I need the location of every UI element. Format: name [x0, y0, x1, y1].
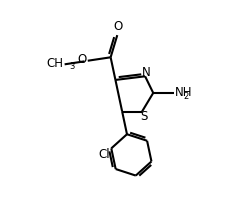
Text: NH: NH	[175, 86, 192, 99]
Text: 2: 2	[183, 92, 188, 101]
Text: Cl: Cl	[99, 148, 110, 161]
Text: 3: 3	[70, 62, 75, 71]
Text: O: O	[78, 53, 87, 67]
Text: S: S	[141, 110, 148, 123]
Text: N: N	[142, 66, 151, 79]
Text: O: O	[113, 20, 122, 33]
Text: CH: CH	[47, 57, 64, 70]
